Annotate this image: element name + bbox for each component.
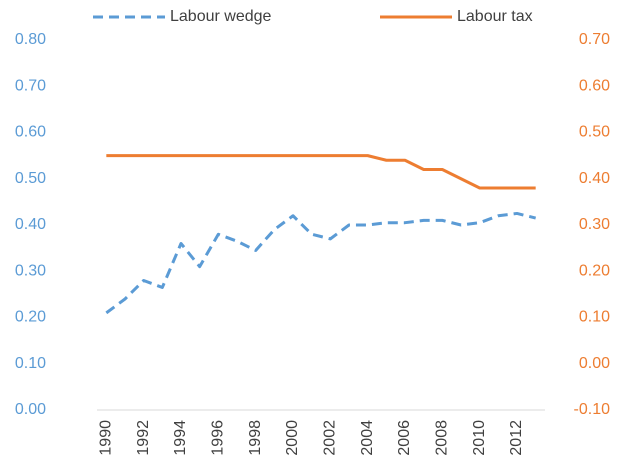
series-line [106, 154, 536, 190]
x-tick-label: 1992 [135, 420, 152, 456]
y2-tick-label: 0.20 [579, 262, 610, 279]
series-line [105, 211, 537, 315]
x-tick-label: 2006 [396, 420, 413, 456]
x-tick-label: 2004 [359, 420, 376, 456]
y2-tick-label: 0.50 [579, 124, 610, 141]
legend-label: Labour tax [457, 8, 533, 25]
y2-tick-label: 0.40 [579, 170, 610, 187]
y-tick-label: 0.10 [15, 355, 46, 372]
x-tick-label: 1990 [98, 420, 115, 456]
y2-tick-label: 0.60 [579, 77, 610, 94]
y-tick-label: 0.20 [15, 309, 46, 326]
y2-tick-label: 0.70 [579, 31, 610, 48]
x-tick-label: 2012 [508, 420, 525, 456]
y-tick-label: 0.50 [15, 170, 46, 187]
x-tick-label: 1996 [210, 420, 227, 456]
x-tick-label: 1998 [247, 420, 264, 456]
x-tick-label: 1994 [172, 420, 189, 456]
y2-tick-label: 0.00 [579, 355, 610, 372]
y-tick-label: 0.00 [15, 401, 46, 418]
y-tick-label: 0.70 [15, 77, 46, 94]
y-tick-label: 0.60 [15, 124, 46, 141]
y2-tick-label: 0.30 [579, 216, 610, 233]
y2-tick-label: 0.10 [579, 309, 610, 326]
x-tick-label: 2000 [284, 420, 301, 456]
x-tick-label: 2002 [322, 420, 339, 456]
legend-label: Labour wedge [170, 8, 272, 25]
x-tick-label: 2008 [434, 420, 451, 456]
y-tick-label: 0.30 [15, 262, 46, 279]
x-tick-label: 2010 [471, 420, 488, 456]
y2-tick-label: -0.10 [574, 401, 611, 418]
y-tick-label: 0.40 [15, 216, 46, 233]
y-tick-label: 0.80 [15, 31, 46, 48]
